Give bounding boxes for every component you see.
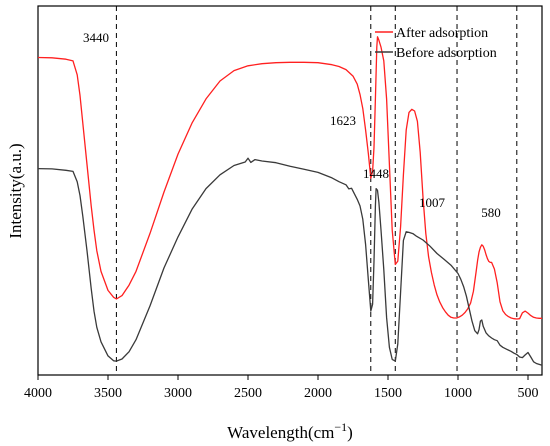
annotation-1007: 1007 [419, 195, 446, 210]
x-axis-title: Wavelength(cm−1) [227, 420, 353, 442]
legend: After adsorption Before adsorption [375, 26, 497, 61]
legend-label-after: After adsorption [396, 26, 488, 41]
x-tick-label-500: 500 [518, 386, 539, 401]
annotation-1623: 1623 [330, 113, 356, 128]
annotation-3440: 3440 [83, 30, 109, 45]
annotation-1448: 1448 [363, 166, 389, 181]
x-tick-label-3500: 3500 [94, 386, 122, 401]
y-axis-title: Intensity(a.u.) [6, 143, 25, 238]
x-tick-label-1000: 1000 [444, 386, 472, 401]
reference-lines [115, 6, 518, 375]
x-tick-label-4000: 4000 [24, 386, 52, 401]
series-line-after-adsorption [37, 36, 542, 320]
x-tick-label-1500: 1500 [374, 386, 402, 401]
x-axis-ticks: 4000 3500 3000 2500 2000 1500 1000 500 [24, 375, 539, 401]
series-layer [37, 36, 543, 366]
plot-frame [37, 5, 543, 376]
legend-label-before: Before adsorption [396, 46, 497, 61]
x-tick-label-2500: 2500 [234, 386, 262, 401]
series-line-before-adsorption [37, 157, 543, 366]
annotations: 3440 1623 1448 1007 580 [83, 30, 501, 220]
annotation-580: 580 [481, 205, 501, 220]
x-tick-label-3000: 3000 [164, 386, 192, 401]
x-tick-label-2000: 2000 [304, 386, 332, 401]
